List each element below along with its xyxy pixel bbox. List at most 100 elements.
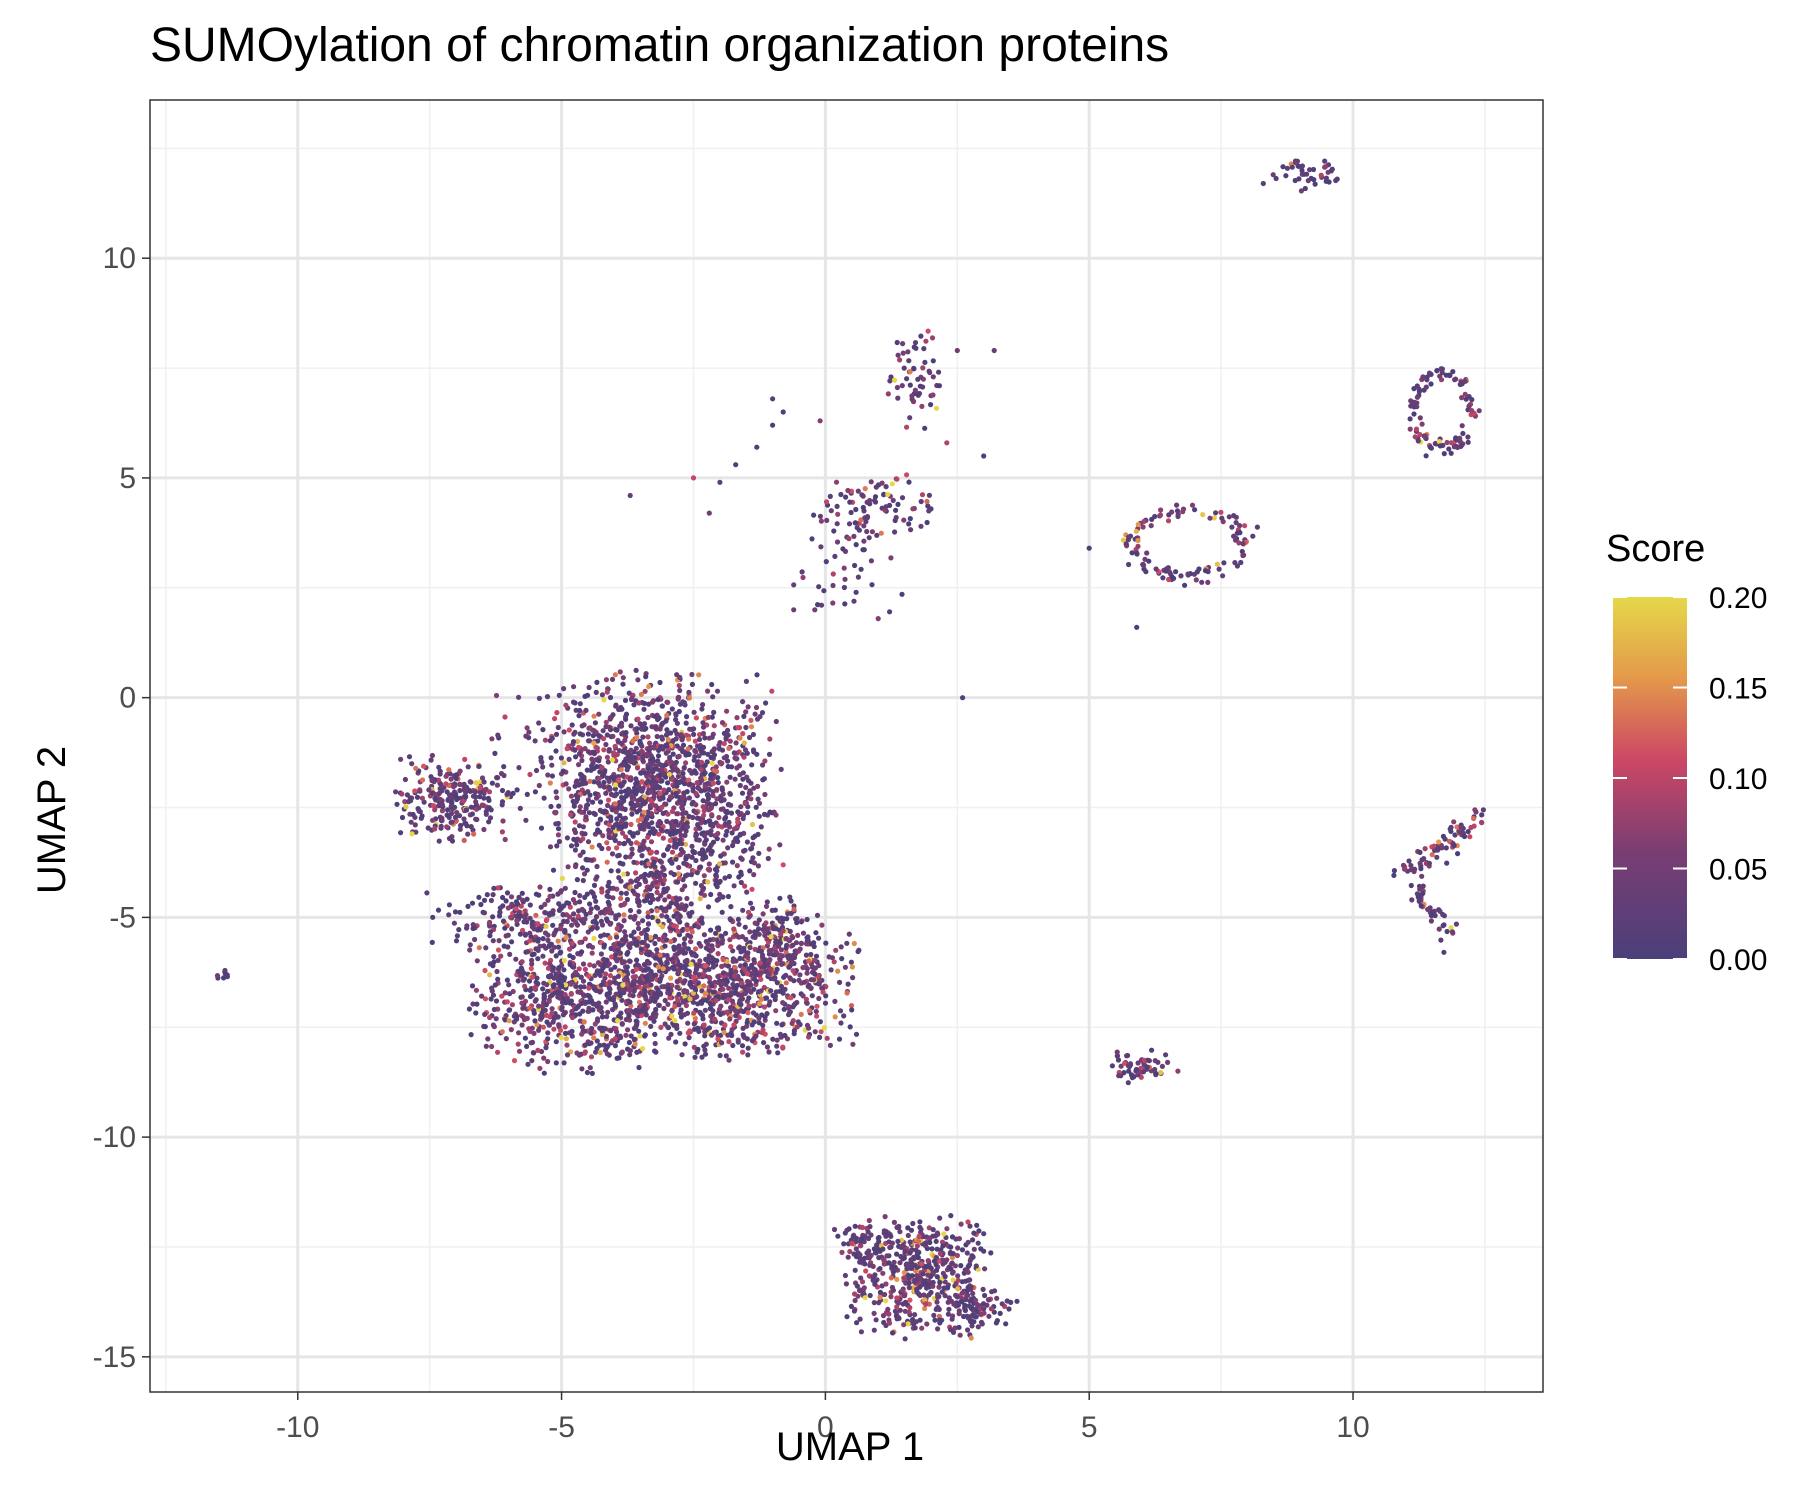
data-point xyxy=(693,833,699,839)
data-point xyxy=(601,942,608,948)
data-point xyxy=(684,1010,691,1016)
data-point xyxy=(658,870,664,876)
data-point xyxy=(970,1254,976,1260)
data-point xyxy=(817,1034,823,1040)
data-point xyxy=(585,1008,591,1015)
data-point xyxy=(858,1236,864,1242)
data-point xyxy=(873,1317,879,1323)
data-point xyxy=(589,756,595,762)
data-point xyxy=(994,1295,1000,1301)
data-point xyxy=(761,811,768,818)
data-point xyxy=(482,1011,488,1018)
data-point xyxy=(976,1228,982,1234)
data-point xyxy=(555,826,562,832)
data-point xyxy=(728,1005,734,1011)
data-point xyxy=(664,828,670,834)
data-point xyxy=(617,1033,623,1039)
data-point xyxy=(577,804,583,810)
data-point xyxy=(939,1289,945,1295)
data-point xyxy=(929,1246,935,1252)
data-point xyxy=(664,818,670,825)
data-point xyxy=(717,1052,723,1059)
data-point xyxy=(965,1327,971,1333)
data-point xyxy=(698,766,704,773)
data-point xyxy=(626,690,632,696)
data-point xyxy=(628,940,635,947)
data-point xyxy=(663,888,669,894)
data-point xyxy=(909,1273,915,1279)
data-point xyxy=(676,1002,682,1008)
data-point xyxy=(618,895,624,902)
data-point xyxy=(536,782,542,789)
data-point xyxy=(470,925,476,932)
data-point xyxy=(684,957,690,964)
data-point xyxy=(664,712,670,719)
data-point xyxy=(847,1024,853,1030)
data-point xyxy=(545,1058,551,1065)
data-point xyxy=(666,991,673,997)
data-point xyxy=(540,986,546,992)
data-point xyxy=(527,1028,533,1035)
data-point xyxy=(656,936,662,942)
data-point xyxy=(831,528,837,534)
data-point xyxy=(685,751,691,758)
data-point xyxy=(658,744,664,750)
data-point xyxy=(779,961,785,967)
data-point xyxy=(758,948,765,954)
data-point xyxy=(930,1227,936,1233)
data-point xyxy=(882,1291,888,1298)
data-point xyxy=(664,731,670,737)
data-point xyxy=(910,506,916,512)
data-point xyxy=(885,1306,891,1312)
data-point xyxy=(842,964,849,970)
data-point xyxy=(681,790,687,796)
data-point xyxy=(644,926,651,933)
data-point xyxy=(597,1049,603,1056)
data-point xyxy=(909,396,915,402)
data-point xyxy=(608,967,614,973)
data-point xyxy=(731,973,738,979)
data-point xyxy=(901,1322,907,1328)
data-point xyxy=(642,1020,648,1026)
data-point xyxy=(921,346,927,352)
data-point xyxy=(537,943,543,949)
data-point xyxy=(848,1003,855,1009)
data-point xyxy=(888,1275,894,1281)
data-point xyxy=(526,729,532,735)
data-point xyxy=(818,544,824,550)
data-point xyxy=(734,715,740,721)
data-point xyxy=(706,966,712,972)
data-point xyxy=(824,517,830,524)
data-point xyxy=(981,1306,987,1312)
data-point xyxy=(785,911,791,917)
data-point xyxy=(892,529,898,535)
data-point xyxy=(724,958,730,965)
data-point xyxy=(702,841,708,847)
data-point xyxy=(577,899,583,905)
data-point xyxy=(737,998,743,1004)
data-point xyxy=(727,774,733,780)
data-point xyxy=(737,955,743,962)
data-point xyxy=(722,1022,728,1029)
data-point xyxy=(655,918,661,924)
data-point xyxy=(613,727,619,733)
data-point xyxy=(552,716,558,722)
data-point xyxy=(717,861,723,867)
data-point xyxy=(589,950,595,956)
data-point xyxy=(576,823,583,829)
data-point xyxy=(504,791,510,798)
data-point xyxy=(532,1018,538,1024)
data-point xyxy=(587,1065,593,1071)
data-point xyxy=(824,1035,830,1041)
data-point xyxy=(806,1025,812,1031)
data-point xyxy=(684,714,690,720)
data-point xyxy=(740,731,746,737)
data-point xyxy=(403,804,409,810)
data-point xyxy=(468,804,474,810)
data-point xyxy=(573,969,579,976)
data-point xyxy=(655,964,662,970)
data-point xyxy=(853,506,859,513)
data-point xyxy=(738,869,744,875)
data-point xyxy=(693,857,699,864)
data-point xyxy=(736,945,742,951)
